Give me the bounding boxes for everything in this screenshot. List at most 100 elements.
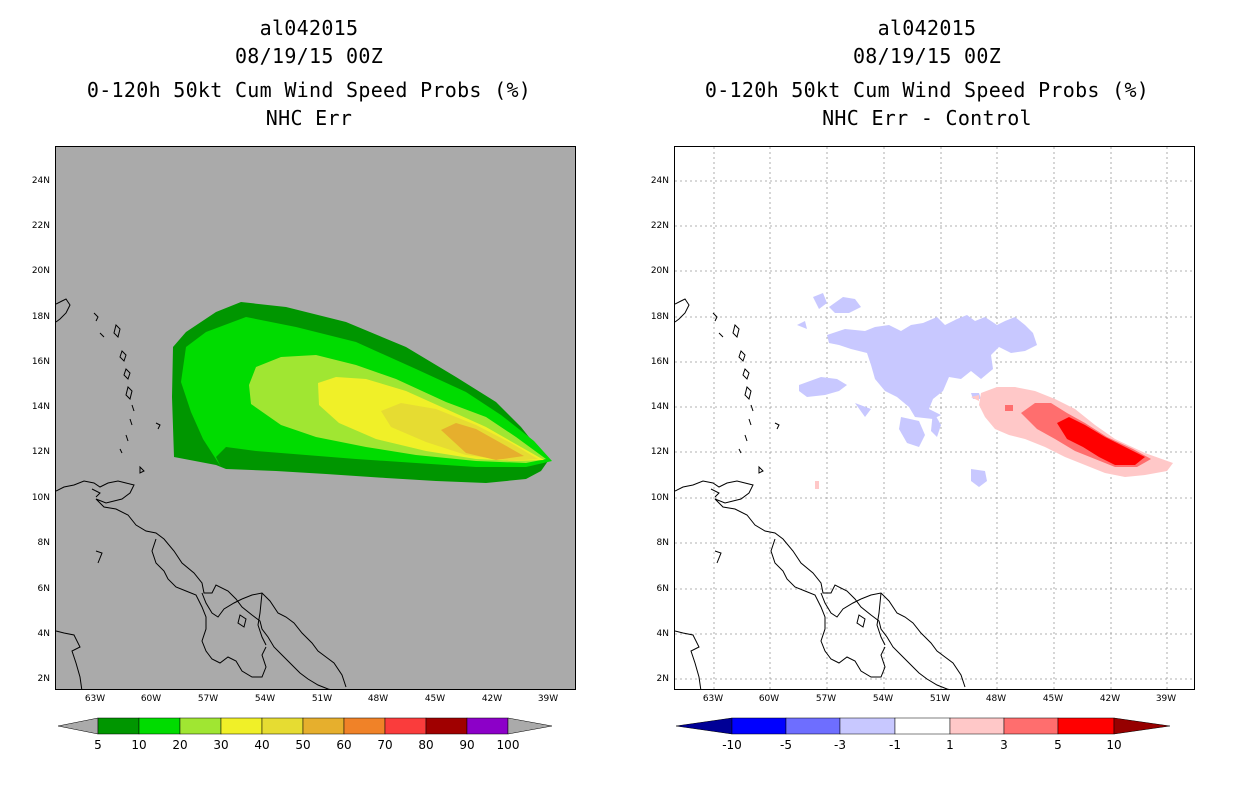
colorbar-label: 5 bbox=[94, 738, 102, 752]
lat-label: 14N bbox=[650, 402, 669, 412]
left-storm-id: al042015 bbox=[259, 16, 359, 40]
lon-label: 51W bbox=[311, 694, 333, 704]
colorbar-swatch bbox=[138, 717, 181, 735]
colorbar-label: 80 bbox=[418, 738, 434, 752]
lat-label: 12N bbox=[31, 447, 50, 457]
lon-label: 45W bbox=[1042, 694, 1064, 704]
lat-label: 18N bbox=[31, 312, 50, 322]
lat-label: 6N bbox=[37, 584, 50, 594]
lon-label: 48W bbox=[367, 694, 389, 704]
colorbar-swatch bbox=[839, 717, 896, 735]
lat-label: 8N bbox=[656, 538, 669, 548]
lat-label: 10N bbox=[31, 493, 50, 503]
lon-label: 45W bbox=[424, 694, 446, 704]
colorbar-label: 20 bbox=[172, 738, 188, 752]
prob-50-contour bbox=[441, 423, 524, 460]
lon-label: 54W bbox=[254, 694, 276, 704]
lat-label: 20N bbox=[31, 266, 50, 276]
right-storm-id: al042015 bbox=[877, 16, 977, 40]
lat-label: 20N bbox=[650, 266, 669, 276]
lon-label: 48W bbox=[985, 694, 1007, 704]
lat-label: 8N bbox=[37, 538, 50, 548]
colorbar-swatch bbox=[261, 717, 304, 735]
lon-label: 60W bbox=[758, 694, 780, 704]
right-valid-time: 08/19/15 00Z bbox=[852, 44, 1002, 68]
lon-label: 39W bbox=[537, 694, 559, 704]
lon-label: 39W bbox=[1155, 694, 1177, 704]
colorbar-swatch bbox=[785, 717, 841, 735]
colorbar-label: -10 bbox=[722, 738, 742, 752]
colorbar-label: -1 bbox=[889, 738, 901, 752]
colorbar-swatch bbox=[1057, 717, 1115, 735]
colorbar-swatch bbox=[220, 717, 263, 735]
right-coastlines bbox=[675, 298, 966, 689]
right-map bbox=[674, 146, 1195, 690]
colorbar-label: 100 bbox=[496, 738, 520, 752]
colorbar-swatch bbox=[894, 717, 951, 735]
diff-5-contour bbox=[1057, 417, 1145, 465]
colorbar-swatch bbox=[179, 717, 222, 735]
right-subtitle: NHC Err - Control bbox=[822, 106, 1032, 130]
left-colorbar bbox=[57, 716, 556, 740]
colorbar-label: 5 bbox=[1054, 738, 1062, 752]
right-product-title: 0-120h 50kt Cum Wind Speed Probs (%) bbox=[704, 78, 1150, 102]
diff-1-small-contour bbox=[971, 395, 979, 401]
colorbar-label: 60 bbox=[336, 738, 352, 752]
colorbar-swatch bbox=[731, 717, 787, 735]
lat-label: 6N bbox=[656, 584, 669, 594]
lat-label: 24N bbox=[650, 176, 669, 186]
lat-label: 22N bbox=[31, 221, 50, 231]
lat-label: 14N bbox=[31, 402, 50, 412]
colorbar-swatch bbox=[343, 717, 386, 735]
colorbar-under-arrow bbox=[675, 717, 733, 735]
lon-label: 42W bbox=[1099, 694, 1121, 704]
lat-label: 16N bbox=[31, 357, 50, 367]
colorbar-label: 10 bbox=[131, 738, 147, 752]
colorbar-swatch bbox=[425, 717, 468, 735]
lon-label: 57W bbox=[815, 694, 837, 704]
right-panel: al042015 08/19/15 00Z 0-120h 50kt Cum Wi… bbox=[618, 0, 1236, 800]
lat-label: 2N bbox=[37, 674, 50, 684]
colorbar-swatch bbox=[384, 717, 427, 735]
colorbar-label: 30 bbox=[213, 738, 229, 752]
lat-label: 12N bbox=[650, 447, 669, 457]
lon-label: 54W bbox=[872, 694, 894, 704]
lat-label: 4N bbox=[37, 629, 50, 639]
left-coastlines bbox=[56, 298, 347, 689]
lon-label: 63W bbox=[84, 694, 106, 704]
colorbar-label: -3 bbox=[834, 738, 846, 752]
colorbar-over-arrow bbox=[1113, 717, 1171, 735]
left-map bbox=[55, 146, 576, 690]
colorbar-label: -5 bbox=[780, 738, 792, 752]
colorbar-over-arrow bbox=[507, 717, 553, 735]
colorbar-label: 70 bbox=[377, 738, 393, 752]
lon-label: 63W bbox=[702, 694, 724, 704]
lat-label: 16N bbox=[650, 357, 669, 367]
colorbar-swatch bbox=[302, 717, 345, 735]
lon-label: 51W bbox=[929, 694, 951, 704]
right-title-block: al042015 08/19/15 00Z 0-120h 50kt Cum Wi… bbox=[618, 14, 1236, 132]
lat-label: 24N bbox=[31, 176, 50, 186]
colorbar-label: 40 bbox=[254, 738, 270, 752]
left-panel: al042015 08/19/15 00Z 0-120h 50kt Cum Wi… bbox=[0, 14, 618, 752]
lat-label: 22N bbox=[650, 221, 669, 231]
lat-label: 10N bbox=[650, 493, 669, 503]
lat-label: 4N bbox=[656, 629, 669, 639]
colorbar-label: 10 bbox=[1106, 738, 1122, 752]
colorbar-label: 50 bbox=[295, 738, 311, 752]
lat-label: 2N bbox=[656, 674, 669, 684]
left-subtitle: NHC Err bbox=[265, 106, 353, 130]
right-colorbar bbox=[675, 716, 1174, 740]
colorbar-label: 3 bbox=[1000, 738, 1008, 752]
lon-label: 60W bbox=[140, 694, 162, 704]
left-product-title: 0-120h 50kt Cum Wind Speed Probs (%) bbox=[86, 78, 532, 102]
lat-label: 18N bbox=[650, 312, 669, 322]
lon-label: 57W bbox=[197, 694, 219, 704]
colorbar-swatch bbox=[97, 717, 140, 735]
colorbar-label: 1 bbox=[946, 738, 954, 752]
colorbar-swatch bbox=[949, 717, 1005, 735]
left-title-block: al042015 08/19/15 00Z 0-120h 50kt Cum Wi… bbox=[0, 14, 618, 132]
colorbar-label: 90 bbox=[459, 738, 475, 752]
left-valid-time: 08/19/15 00Z bbox=[234, 44, 384, 68]
lon-label: 42W bbox=[481, 694, 503, 704]
